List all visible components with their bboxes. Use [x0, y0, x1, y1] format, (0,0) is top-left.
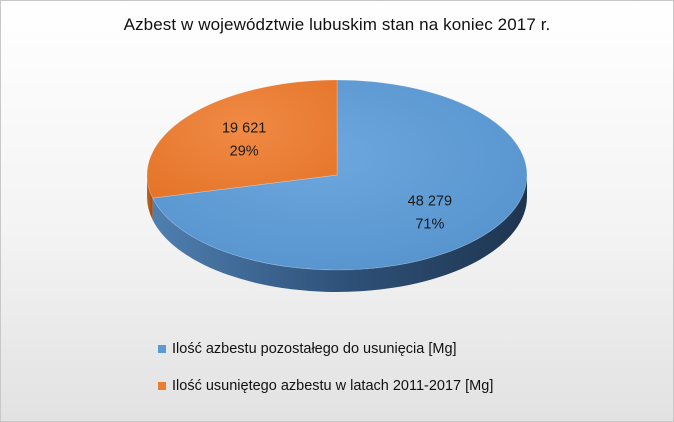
pie-slice-removed: [146, 79, 338, 199]
data-label-percent-removed: 29%: [230, 144, 259, 160]
pie-slice-remaining: [152, 79, 528, 271]
data-label-percent-remaining: 71%: [415, 216, 444, 232]
chart-title: Azbest w województwie lubuskim stan na k…: [123, 15, 551, 34]
legend-label-remaining: Ilość azbestu pozostałego do usunięcia […: [172, 341, 457, 357]
legend-label-removed: Ilość usuniętego azbestu w latach 2011-2…: [172, 378, 494, 394]
pie-side-remaining: [152, 175, 527, 293]
legend-item-removed: Ilość usuniętego azbestu w latach 2011-2…: [158, 377, 493, 395]
data-label-value-removed: 19 621: [222, 121, 266, 137]
legend-swatch-remaining: [158, 345, 166, 353]
pie-side-removed: [147, 175, 153, 221]
legend-item-remaining: Ilość azbestu pozostałego do usunięcia […: [158, 340, 493, 358]
legend-swatch-removed: [158, 382, 166, 390]
data-label-value-remaining: 48 279: [408, 193, 452, 209]
legend: Ilość azbestu pozostałego do usunięcia […: [158, 340, 493, 414]
